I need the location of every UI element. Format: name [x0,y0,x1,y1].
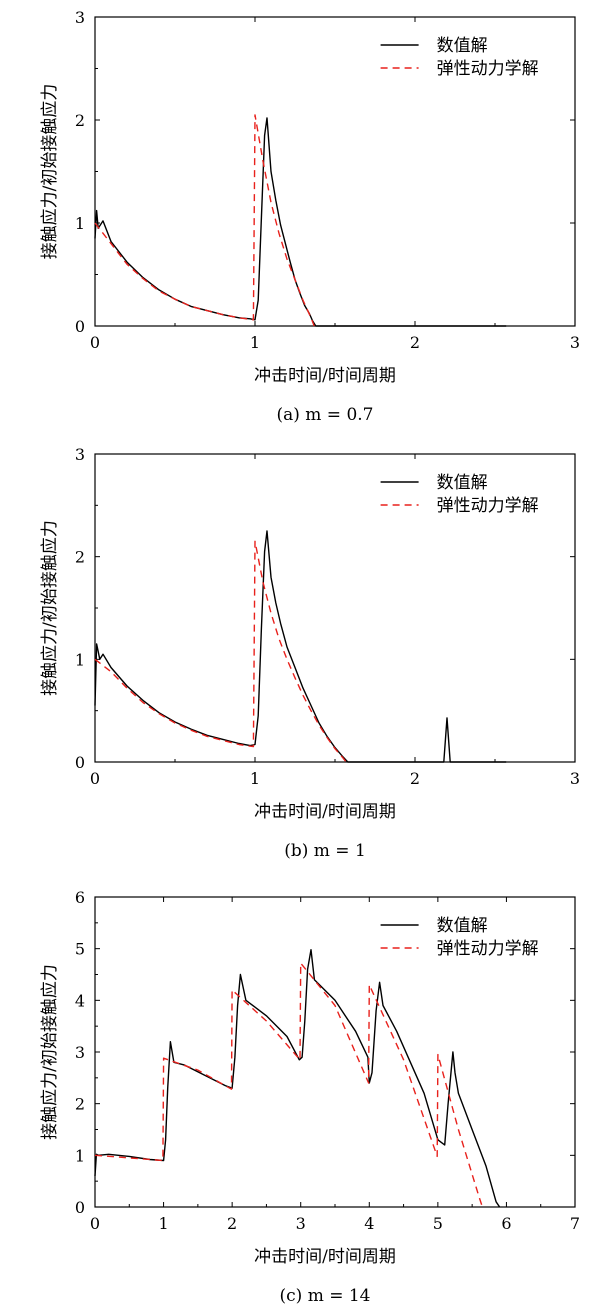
y-tick-label: 5 [75,940,85,959]
y-tick-label: 0 [75,1198,85,1217]
x-axis-label: 冲击时间/时间周期 [254,366,396,386]
series-line-1 [94,114,315,327]
y-axis-label: 接触应力/初始接触应力 [40,964,60,1140]
chart-caption: (a) m = 0.7 [276,405,373,425]
y-tick-label: 1 [75,650,85,669]
y-axis-label: 接触应力/初始接触应力 [40,84,60,260]
x-tick-label: 7 [570,1214,580,1233]
y-tick-label: 2 [75,548,85,567]
x-tick-label: 3 [570,769,580,788]
x-tick-label: 2 [410,769,420,788]
x-tick-label: 2 [410,333,420,352]
legend-label-1: 弹性动力学解 [437,939,539,959]
legend-label-1: 弹性动力学解 [437,59,539,79]
x-tick-label: 4 [364,1214,374,1233]
y-tick-label: 6 [75,888,85,907]
y-axis-label: 接触应力/初始接触应力 [40,520,60,696]
y-tick-label: 3 [75,8,85,27]
x-tick-label: 6 [501,1214,511,1233]
y-tick-label: 3 [75,1043,85,1062]
legend-label-0: 数值解 [437,916,488,936]
x-tick-label: 3 [570,333,580,352]
y-tick-label: 0 [75,317,85,336]
legend-label-0: 数值解 [437,36,488,56]
legend-label-1: 弹性动力学解 [437,496,539,516]
y-tick-label: 0 [75,753,85,772]
y-tick-label: 2 [75,1095,85,1114]
series-line-0 [94,949,501,1208]
series-line-0 [94,530,507,763]
y-tick-label: 2 [75,111,85,130]
y-tick-label: 1 [75,214,85,233]
x-tick-label: 0 [90,769,100,788]
x-tick-label: 3 [296,1214,306,1233]
series-line-0 [94,117,507,327]
x-tick-label: 5 [433,1214,443,1233]
x-axis-label: 冲击时间/时间周期 [254,802,396,822]
x-tick-label: 1 [250,769,260,788]
x-axis-label: 冲击时间/时间周期 [254,1247,396,1267]
x-tick-label: 2 [227,1214,237,1233]
y-tick-label: 1 [75,1146,85,1165]
legend-label-0: 数值解 [437,473,488,493]
y-tick-label: 3 [75,445,85,464]
series-line-1 [94,962,484,1208]
chart-caption: (c) m = 14 [280,1286,371,1305]
x-tick-label: 0 [90,1214,100,1233]
series-line-1 [94,540,347,763]
chart-caption: (b) m = 1 [284,841,366,861]
x-tick-label: 0 [90,333,100,352]
x-tick-label: 1 [250,333,260,352]
y-tick-label: 4 [75,991,85,1010]
x-tick-label: 1 [158,1214,168,1233]
